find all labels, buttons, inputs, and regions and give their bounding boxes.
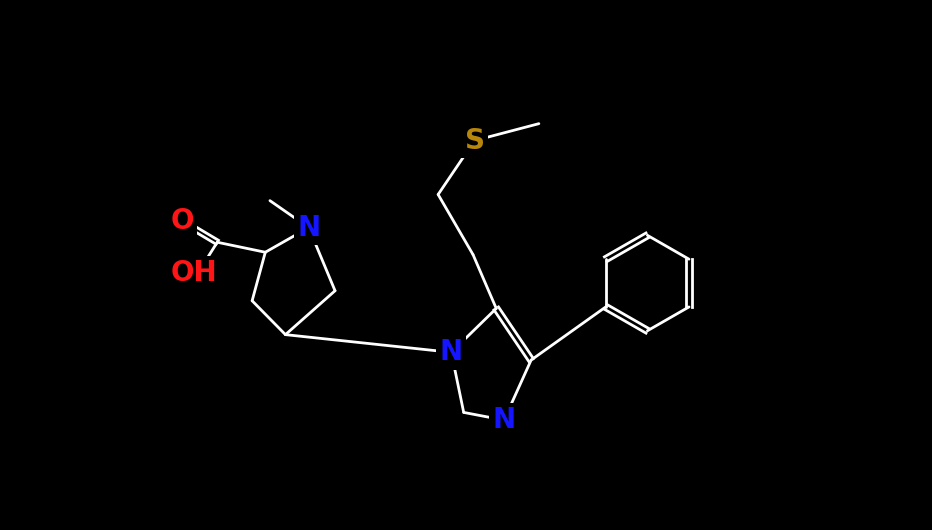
Text: N: N: [297, 214, 321, 242]
Text: O: O: [171, 207, 194, 235]
Text: N: N: [492, 406, 515, 434]
Text: N: N: [440, 338, 463, 366]
Text: S: S: [464, 127, 485, 155]
Text: OH: OH: [171, 259, 217, 287]
